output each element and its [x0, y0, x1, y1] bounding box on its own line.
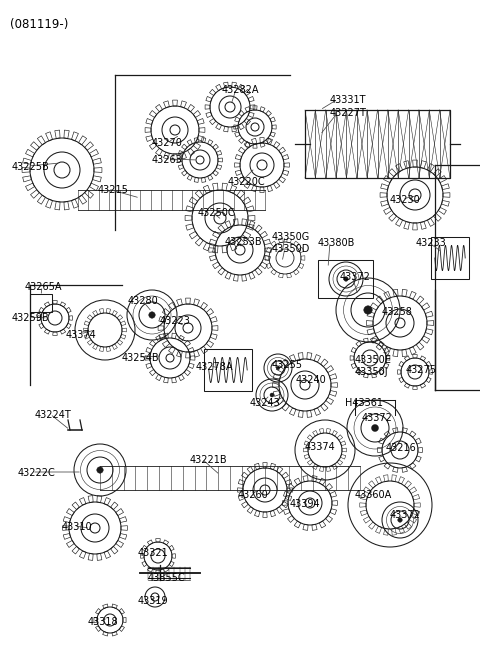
Text: (081119-): (081119-): [10, 18, 68, 31]
Text: 43282A: 43282A: [222, 85, 260, 95]
Text: 43221B: 43221B: [190, 455, 228, 465]
Text: 43372: 43372: [340, 272, 371, 282]
Text: 43259B: 43259B: [12, 313, 49, 323]
Text: 43216: 43216: [386, 443, 417, 453]
Circle shape: [270, 393, 274, 397]
Text: 43394: 43394: [290, 499, 321, 509]
Circle shape: [364, 306, 372, 314]
Text: 43331T: 43331T: [330, 95, 367, 105]
Bar: [30, 294, 52, 312]
Text: 43225B: 43225B: [12, 162, 50, 172]
Text: 43253B: 43253B: [225, 237, 263, 247]
Text: H43361: H43361: [345, 398, 383, 408]
Text: 43350D: 43350D: [272, 244, 311, 254]
Bar: [318, 260, 373, 298]
Bar: [204, 349, 252, 391]
Bar: [431, 237, 469, 279]
Text: 43374: 43374: [305, 442, 336, 452]
Text: 43254B: 43254B: [122, 353, 160, 363]
Text: 43240: 43240: [296, 375, 327, 385]
Text: 43250C: 43250C: [198, 208, 236, 218]
Text: 43263: 43263: [152, 155, 183, 165]
Text: 43227T: 43227T: [330, 108, 367, 118]
Text: 43223: 43223: [160, 316, 191, 326]
Text: 43275: 43275: [406, 365, 437, 375]
Text: 43374: 43374: [66, 330, 97, 340]
Circle shape: [372, 424, 379, 432]
Text: 43265A: 43265A: [25, 282, 62, 292]
Circle shape: [398, 518, 402, 522]
Text: 43233: 43233: [416, 238, 447, 248]
Text: 43260: 43260: [238, 490, 269, 500]
Text: 43258: 43258: [382, 307, 413, 317]
Circle shape: [149, 312, 155, 318]
Text: 43318: 43318: [88, 617, 119, 627]
Circle shape: [276, 366, 280, 370]
Text: 43380B: 43380B: [318, 238, 355, 248]
Text: 43350E: 43350E: [355, 355, 392, 365]
Text: 43230: 43230: [390, 195, 421, 205]
Text: 43360A: 43360A: [355, 490, 392, 500]
Circle shape: [97, 467, 103, 473]
Text: 43319: 43319: [138, 596, 168, 606]
Text: 43855C: 43855C: [148, 573, 186, 583]
Text: 43372: 43372: [390, 510, 421, 520]
Text: 43350J: 43350J: [355, 367, 389, 377]
Text: 43255: 43255: [272, 360, 303, 370]
Text: 43280: 43280: [128, 296, 159, 306]
Text: 43270: 43270: [152, 138, 183, 148]
Text: 43278A: 43278A: [196, 362, 233, 372]
Circle shape: [344, 277, 348, 281]
Bar: [305, 110, 450, 178]
Text: 43215: 43215: [98, 185, 129, 195]
Text: 43243: 43243: [250, 398, 281, 408]
Text: 43372: 43372: [362, 413, 393, 423]
Text: 43321: 43321: [138, 548, 169, 558]
Text: 43220C: 43220C: [228, 177, 265, 187]
Text: 43310: 43310: [62, 522, 93, 532]
Text: 43350G: 43350G: [272, 232, 310, 242]
Text: 43222C: 43222C: [18, 468, 56, 478]
Text: 43224T: 43224T: [35, 410, 72, 420]
